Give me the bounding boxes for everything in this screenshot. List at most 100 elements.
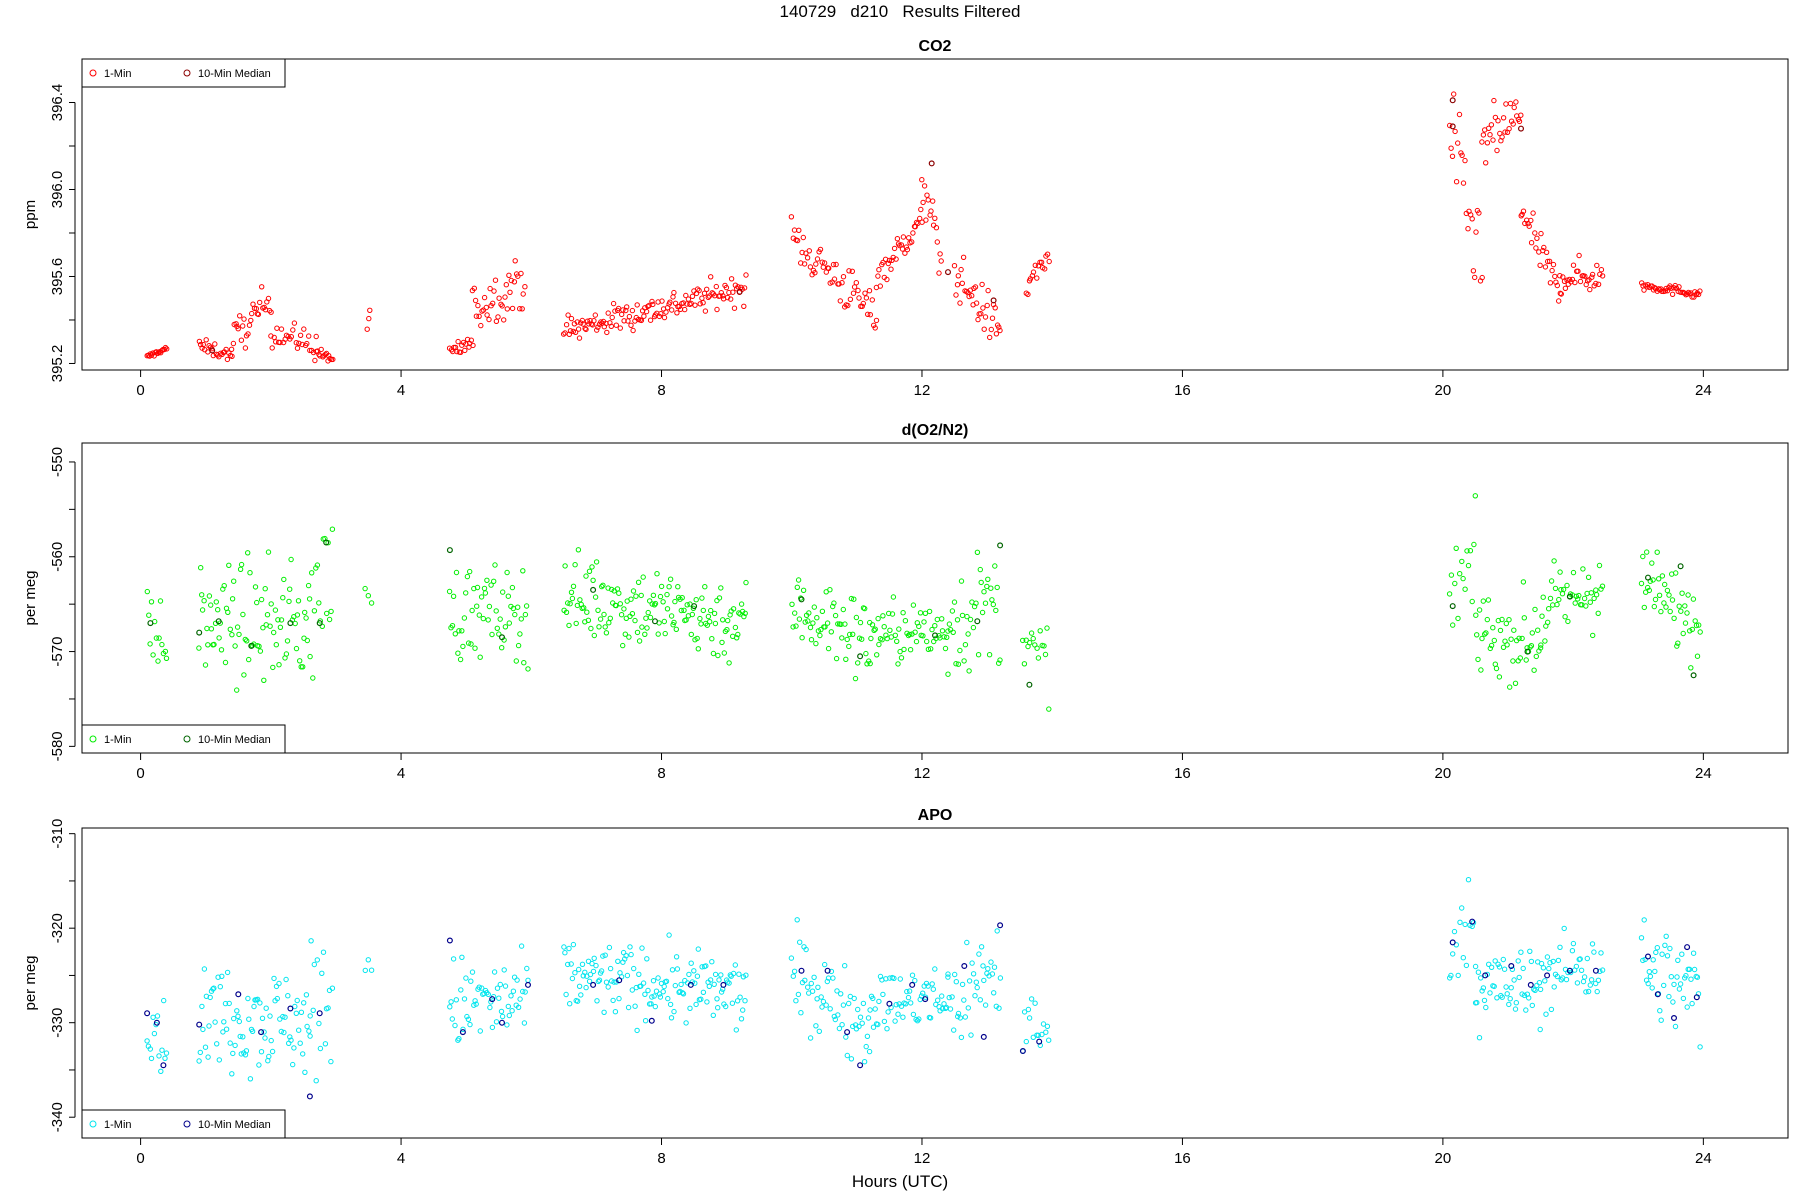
apo-point-1min — [974, 984, 980, 991]
o2n2-point-1min — [500, 589, 506, 595]
co2-point-1min — [888, 266, 894, 272]
o2n2-point-1min — [310, 675, 316, 681]
o2n2-point-1min — [1459, 558, 1465, 565]
apo-point-1min — [633, 984, 639, 991]
apo-point-1min — [946, 994, 952, 1001]
co2-point-1min — [867, 312, 873, 318]
apo-point-1min — [1528, 958, 1535, 965]
apo-point-1min — [1657, 1008, 1663, 1014]
co2-point-1min — [240, 323, 246, 329]
apo-point-1min — [875, 1021, 881, 1028]
apo-point-1min — [625, 1004, 632, 1011]
apo-point-1min — [215, 974, 221, 980]
o2n2-point-1min — [994, 584, 1000, 591]
apo-point-1min — [243, 1048, 250, 1054]
apo-point-1min — [587, 971, 594, 978]
apo-point-1min — [1492, 958, 1498, 964]
co2-point-1min — [312, 357, 318, 364]
o2n2-point-1min — [794, 584, 800, 590]
apo-point-1min — [1512, 1006, 1519, 1012]
o2n2-panel-title: d(O2/N2) — [902, 422, 969, 439]
apo-point-1min — [1450, 951, 1456, 957]
apo-point-1min — [1046, 1037, 1052, 1043]
o2n2-point-1min — [1448, 572, 1455, 578]
co2-point-1min — [1570, 262, 1577, 268]
o2n2-point-1min — [1516, 635, 1522, 641]
apo-point-1min — [1491, 983, 1497, 990]
o2n2-point-1min — [150, 652, 156, 658]
co2-point-1min — [508, 277, 514, 284]
o2n2-legend-label-median: 10-Min Median — [198, 734, 271, 746]
apo-point-1min — [1641, 917, 1647, 923]
co2-point-1min — [863, 295, 870, 301]
o2n2-point-1min — [651, 602, 658, 608]
apo-point-1min — [212, 1019, 218, 1025]
o2n2-point-1min — [711, 610, 718, 617]
co2-point-1min — [507, 289, 513, 295]
apo-point-median — [160, 1062, 167, 1069]
o2n2-point-1min — [146, 612, 152, 618]
apo-point-1min — [596, 977, 603, 983]
o2n2-point-1min — [662, 630, 668, 637]
o2n2-point-1min — [622, 631, 628, 637]
co2-point-1min — [1473, 229, 1479, 235]
o2n2-point-1min — [647, 614, 654, 621]
co2-point-1min — [869, 297, 875, 303]
apo-point-1min — [797, 939, 803, 945]
o2n2-legend-marker-median — [183, 735, 191, 743]
apo-point-1min — [667, 1001, 674, 1008]
o2n2-point-1min — [1693, 622, 1700, 629]
o2n2-point-1min — [1654, 549, 1660, 555]
apo-point-1min — [565, 961, 571, 968]
o2n2-point-1min — [231, 578, 237, 584]
apo-point-1min — [969, 960, 975, 966]
o2n2-x-tick-label: 0 — [136, 765, 144, 782]
apo-point-1min — [1675, 957, 1681, 963]
apo-point-1min — [251, 1003, 257, 1010]
co2-point-1min — [1557, 273, 1563, 279]
co2-point-1min — [982, 314, 989, 320]
apo-point-1min — [885, 1009, 891, 1015]
o2n2-point-1min — [1539, 613, 1545, 619]
apo-point-1min — [1597, 968, 1603, 974]
co2-point-1min — [579, 317, 585, 324]
o2n2-point-1min — [843, 656, 849, 662]
apo-point-1min — [287, 1034, 293, 1040]
co2-point-1min — [885, 260, 891, 267]
apo-x-tick-label: 8 — [657, 1150, 665, 1167]
o2n2-point-1min — [292, 620, 298, 627]
apo-point-1min — [583, 984, 589, 991]
o2n2-point-1min — [1482, 631, 1488, 637]
o2n2-point-1min — [569, 595, 576, 602]
o2n2-point-1min — [1484, 616, 1491, 623]
apo-point-1min — [1494, 995, 1500, 1001]
co2-point-1min — [658, 311, 664, 317]
o2n2-point-1min — [583, 573, 589, 579]
o2n2-point-1min — [926, 608, 933, 615]
o2n2-point-1min — [1041, 643, 1047, 649]
apo-point-1min — [959, 981, 966, 988]
apo-point-1min — [302, 1069, 308, 1076]
apo-point-1min — [1488, 964, 1495, 970]
o2n2-point-1min — [591, 632, 597, 639]
co2-point-1min — [293, 340, 299, 346]
apo-point-median — [886, 1000, 893, 1007]
o2n2-point-1min — [712, 620, 719, 627]
o2n2-point-median — [446, 547, 453, 554]
apo-point-1min — [678, 981, 684, 988]
o2n2-point-1min — [652, 600, 659, 607]
co2-point-1min — [1484, 140, 1491, 146]
o2n2-point-1min — [989, 597, 995, 603]
apo-point-1min — [595, 978, 602, 985]
co2-point-1min — [151, 353, 157, 359]
apo-point-1min — [161, 997, 167, 1004]
apo-point-1min — [285, 993, 291, 999]
co2-point-median — [1449, 123, 1456, 130]
o2n2-point-1min — [240, 611, 246, 618]
co2-point-1min — [723, 284, 730, 291]
o2n2-point-1min — [1546, 606, 1552, 612]
apo-point-1min — [610, 997, 616, 1004]
co2-point-1min — [1526, 223, 1532, 229]
apo-point-1min — [1470, 920, 1477, 926]
o2n2-point-1min — [1476, 607, 1483, 613]
